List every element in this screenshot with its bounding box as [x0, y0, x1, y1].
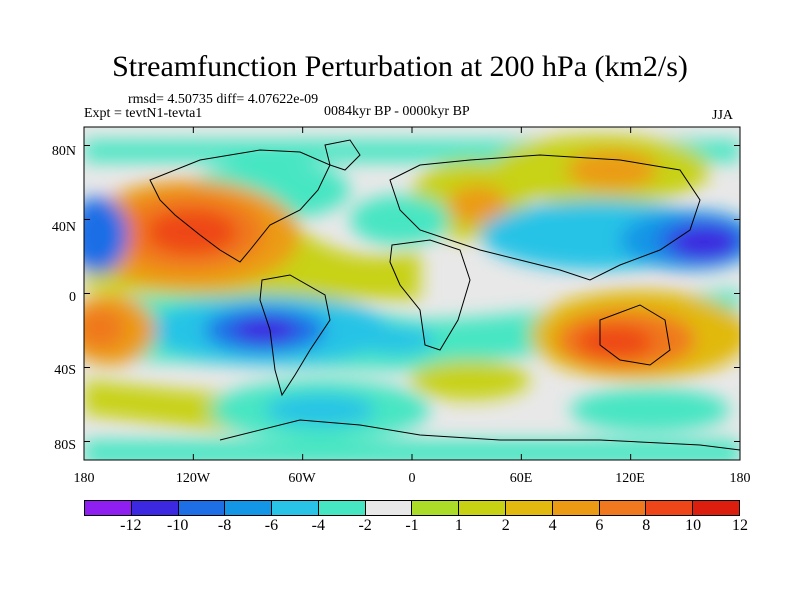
- colorbar-label: 4: [548, 517, 557, 534]
- colorbar-box: [506, 501, 553, 515]
- period-label: 0084kyr BP - 0000kyr BP: [324, 104, 470, 119]
- colorbar-box: [412, 501, 460, 515]
- colorbar-label: 10: [685, 517, 702, 534]
- x-tick-label: 120E: [615, 471, 645, 486]
- x-tick-label: 180: [74, 471, 95, 486]
- colorbar-label: -8: [217, 517, 232, 534]
- coast-north-america: [149, 149, 331, 263]
- expt-label: Expt = tevtN1-tevta1: [84, 106, 203, 121]
- y-axis-labels: 80N 40N 0 40S 80S: [52, 144, 76, 453]
- colorbar-label: -10: [167, 517, 189, 534]
- field-sam-low: [233, 317, 297, 343]
- colorbar-box: [365, 501, 413, 515]
- coast-africa: [389, 239, 471, 351]
- field-band-antarctic: [84, 440, 740, 460]
- colorbar-label: -6: [264, 517, 279, 534]
- field-aus-high: [577, 326, 653, 358]
- x-tick-label: 60W: [288, 471, 316, 486]
- y-tick-label: 0: [69, 290, 76, 305]
- x-tick-label: 60E: [510, 471, 533, 486]
- colorbar-label: -12: [120, 517, 142, 534]
- colorbar-box: [225, 501, 273, 515]
- colorbar-box: [552, 501, 600, 515]
- coast-greenland: [324, 139, 361, 171]
- colorbar-box: [178, 501, 226, 515]
- chart-title: Streamfunction Perturbation at 200 hPa (…: [112, 50, 688, 83]
- colorbar-box: [599, 501, 647, 515]
- colorbar-label: 6: [595, 517, 604, 534]
- field-epac-high: [84, 308, 125, 348]
- colorbar-box: [272, 501, 319, 515]
- field-africa-cyan: [355, 326, 435, 354]
- colorbar-box: [459, 501, 507, 515]
- coastlines: [149, 139, 740, 451]
- x-tick-label: 180: [730, 471, 751, 486]
- colorbar-box: [693, 501, 739, 515]
- colorbar: [84, 500, 740, 516]
- colorbar-label: -4: [311, 517, 325, 534]
- season-label: JJA: [712, 108, 734, 123]
- map-area: [84, 127, 740, 460]
- colorbar-label: 12: [732, 517, 748, 534]
- field-so-blue: [265, 394, 375, 426]
- coast-eurasia: [389, 154, 701, 281]
- field-atl-cyan: [350, 195, 450, 245]
- colorbar-box: [646, 501, 694, 515]
- field-nam-high: [147, 210, 237, 254]
- stats-text: rmsd= 4.50735 diff= 4.07622e-09: [128, 92, 319, 107]
- field-atl-orange: [448, 185, 508, 225]
- field-so-east-cyan: [570, 388, 730, 432]
- axis-ticks: [83, 127, 741, 460]
- colorbar-label: -2: [358, 517, 372, 534]
- x-axis-labels: 180 120W 60W 0 60E 120E 180: [74, 471, 751, 486]
- coast-australia: [599, 304, 671, 366]
- y-tick-label: 40S: [54, 363, 76, 378]
- colorbar-label: 2: [501, 517, 510, 534]
- coast-south-america: [259, 274, 331, 397]
- y-tick-label: 80S: [54, 438, 76, 453]
- colorbar-labels: -12 -10 -8 -6 -4 -2 -1 1 2 4 6 8 10 12: [84, 517, 748, 537]
- field-sio-yellow: [410, 360, 530, 400]
- x-tick-label: 0: [409, 471, 416, 486]
- colorbar-label: 8: [642, 517, 651, 534]
- y-tick-label: 80N: [52, 144, 76, 159]
- colorbar-box: [131, 501, 179, 515]
- x-tick-label: 120W: [176, 471, 211, 486]
- field-asia-orange: [567, 150, 657, 190]
- field-wpac-low: [670, 226, 740, 260]
- colorbar-box: [85, 501, 132, 515]
- colorbar-box: [318, 501, 366, 515]
- colorbar-label: 1: [454, 517, 463, 534]
- y-tick-label: 40N: [52, 220, 76, 235]
- field-west-edge-low: [84, 197, 128, 273]
- colorbar-label: -1: [405, 517, 419, 534]
- coast-antarctica: [219, 419, 740, 451]
